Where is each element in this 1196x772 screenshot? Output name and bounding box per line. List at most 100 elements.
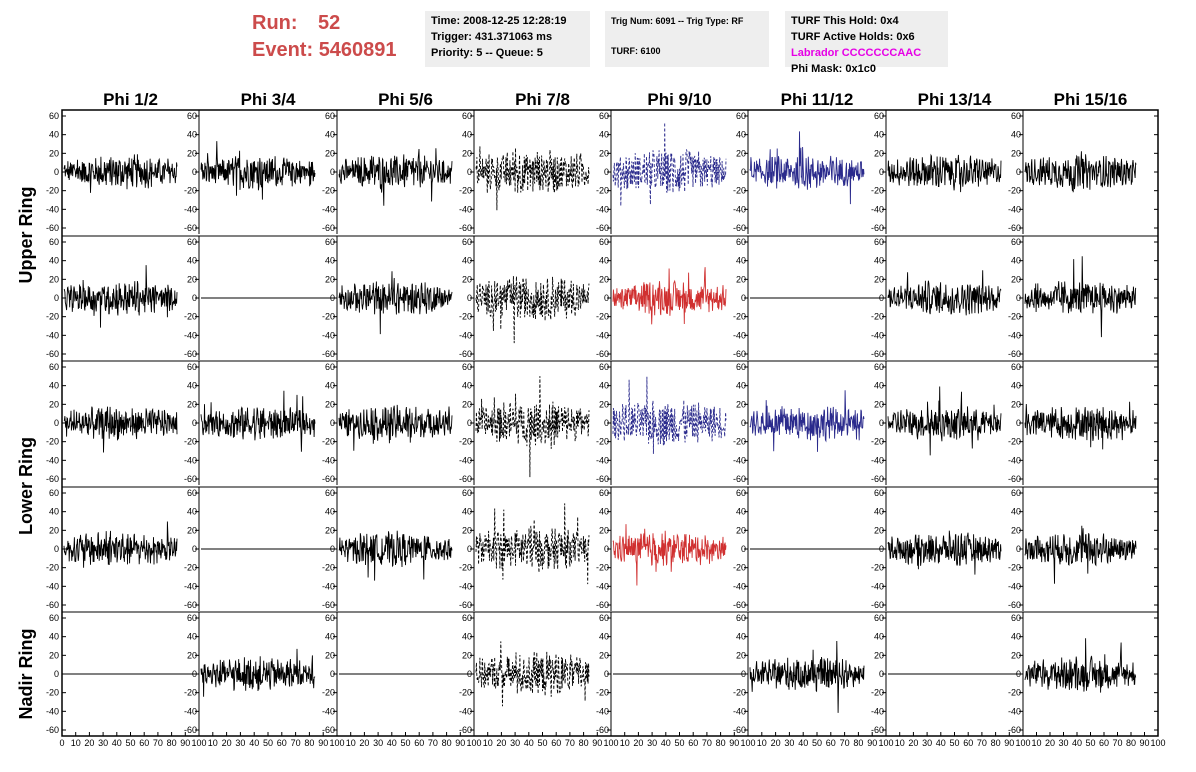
y-tick-label: -60	[322, 349, 335, 359]
y-tick-label: -60	[1008, 223, 1021, 233]
y-tick-label: 20	[462, 274, 472, 284]
y-tick-label: 60	[187, 362, 197, 372]
waveform-trace	[612, 524, 727, 586]
y-tick-label: 40	[187, 381, 197, 391]
y-tick-label: 60	[325, 613, 335, 623]
x-tick-label: 100	[740, 738, 755, 748]
y-tick-label: 0	[879, 167, 884, 177]
x-tick-label: 80	[442, 738, 452, 748]
y-tick-label: -60	[1008, 725, 1021, 735]
y-tick-label: 40	[325, 381, 335, 391]
waveform-trace	[1024, 525, 1137, 584]
y-tick-label: 20	[325, 148, 335, 158]
y-tick-label: 20	[325, 650, 335, 660]
y-tick-label: 40	[1011, 130, 1021, 140]
y-tick-label: 60	[1011, 362, 1021, 372]
y-tick-label: 20	[874, 525, 884, 535]
y-tick-label: 60	[187, 613, 197, 623]
time-info-box: Time: 2008-12-25 12:28:19 Trigger: 431.3…	[425, 11, 590, 67]
y-tick-label: 0	[330, 669, 335, 679]
x-tick-label: 50	[674, 738, 684, 748]
y-tick-label: 40	[462, 381, 472, 391]
x-tick-label: 70	[702, 738, 712, 748]
y-tick-label: -20	[871, 186, 884, 196]
y-tick-label: 0	[1016, 669, 1021, 679]
event-value: 5460891	[318, 39, 397, 61]
y-tick-label: 20	[462, 399, 472, 409]
y-tick-label: 60	[462, 488, 472, 498]
y-tick-label: 60	[874, 613, 884, 623]
waveform-trace	[475, 376, 590, 478]
x-tick-label: 30	[1058, 738, 1068, 748]
run-line: Run: 52	[252, 10, 397, 37]
trigger-text: Trigger: 431.371063 ms	[431, 31, 553, 43]
y-tick-label: 60	[49, 237, 59, 247]
y-tick-label: -60	[1008, 600, 1021, 610]
x-tick-label: 80	[579, 738, 589, 748]
y-tick-label: -40	[1008, 455, 1021, 465]
waveform-trace	[1024, 151, 1137, 193]
y-tick-label: 40	[49, 632, 59, 642]
y-tick-label: -60	[459, 223, 472, 233]
y-tick-label: 60	[49, 488, 59, 498]
y-tick-label: 60	[187, 488, 197, 498]
y-tick-label: 60	[599, 111, 609, 121]
y-tick-label: 20	[599, 274, 609, 284]
y-tick-label: 0	[467, 544, 472, 554]
x-tick-label: 100	[1150, 738, 1165, 748]
y-tick-label: 0	[54, 167, 59, 177]
y-tick-label: -40	[459, 706, 472, 716]
y-tick-label: 60	[874, 488, 884, 498]
x-tick-label: 50	[1085, 738, 1095, 748]
waveform-trace	[475, 146, 590, 211]
y-tick-label: 20	[874, 148, 884, 158]
turf-text: TURF: 6100	[611, 46, 661, 56]
y-tick-label: 40	[599, 256, 609, 266]
x-tick-label: 80	[304, 738, 314, 748]
turf-info-box: TURF This Hold: 0x4 TURF Active Holds: 0…	[785, 11, 948, 75]
y-tick-label: 40	[599, 632, 609, 642]
x-tick-label: 60	[1099, 738, 1109, 748]
y-tick-label: 60	[325, 488, 335, 498]
y-tick-label: 60	[599, 488, 609, 498]
x-tick-label: 30	[784, 738, 794, 748]
y-tick-label: -20	[1008, 688, 1021, 698]
y-tick-label: 60	[1011, 488, 1021, 498]
x-tick-label: 50	[263, 738, 273, 748]
waveform-trace	[200, 141, 316, 200]
x-tick-label: 100	[191, 738, 206, 748]
run-label: Run:	[252, 12, 298, 34]
y-tick-label: -60	[46, 349, 59, 359]
run-value: 52	[318, 12, 341, 34]
y-tick-label: -40	[46, 706, 59, 716]
y-tick-label: -60	[322, 474, 335, 484]
x-tick-label: 20	[84, 738, 94, 748]
waveform-trace	[887, 386, 1002, 456]
y-tick-label: 0	[879, 293, 884, 303]
x-tick-label: 90	[729, 738, 739, 748]
y-tick-label: -40	[46, 581, 59, 591]
y-tick-label: -20	[459, 688, 472, 698]
y-tick-label: 0	[604, 167, 609, 177]
x-tick-label: 40	[661, 738, 671, 748]
x-tick-label: 40	[112, 738, 122, 748]
y-tick-label: -20	[871, 563, 884, 573]
y-tick-label: 20	[49, 525, 59, 535]
y-tick-label: 0	[604, 418, 609, 428]
y-tick-label: 0	[741, 544, 746, 554]
y-tick-label: 0	[467, 418, 472, 428]
x-tick-label: 50	[949, 738, 959, 748]
y-tick-label: 40	[736, 130, 746, 140]
y-tick-label: -40	[733, 330, 746, 340]
y-tick-label: -20	[733, 186, 746, 196]
y-tick-label: 40	[736, 632, 746, 642]
y-tick-label: 0	[330, 544, 335, 554]
y-tick-label: 0	[467, 669, 472, 679]
waveform-trace	[887, 530, 1002, 575]
phi-column-label: Phi 5/6	[378, 90, 433, 109]
y-tick-label: -60	[871, 223, 884, 233]
y-tick-label: 0	[330, 167, 335, 177]
x-tick-label: 30	[235, 738, 245, 748]
x-tick-label: 70	[153, 738, 163, 748]
x-tick-label: 60	[139, 738, 149, 748]
